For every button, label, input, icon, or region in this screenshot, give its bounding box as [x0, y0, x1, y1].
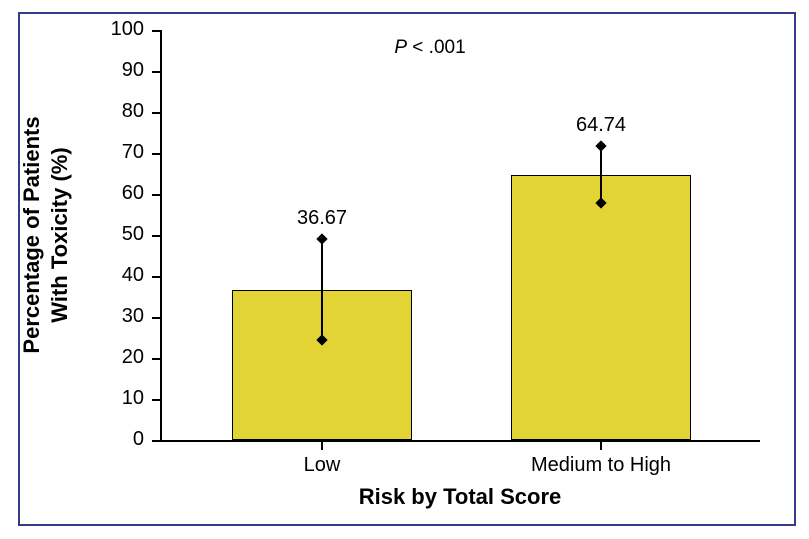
- y-axis: [160, 30, 162, 440]
- y-tick-label: 30: [92, 305, 144, 328]
- p-value-symbol: P: [394, 37, 407, 58]
- y-tick: [152, 30, 160, 32]
- y-tick-label: 20: [92, 346, 144, 369]
- x-axis-label: Risk by Total Score: [160, 484, 760, 510]
- x-tick: [600, 442, 602, 450]
- y-tick-label: 90: [92, 59, 144, 82]
- y-tick-label: 60: [92, 182, 144, 205]
- y-tick: [152, 153, 160, 155]
- y-tick-label: 80: [92, 100, 144, 123]
- x-tick-label: Low: [192, 454, 452, 477]
- y-tick: [152, 194, 160, 196]
- y-tick-label: 10: [92, 387, 144, 410]
- y-tick-label: 40: [92, 264, 144, 287]
- x-axis: [160, 440, 760, 442]
- bar-value-label: 64.74: [541, 114, 661, 137]
- error-bar-line: [600, 146, 602, 203]
- x-tick-label: Medium to High: [471, 454, 731, 477]
- y-tick: [152, 71, 160, 73]
- p-value-text: < .001: [407, 37, 466, 58]
- x-tick: [321, 442, 323, 450]
- y-tick: [152, 112, 160, 114]
- y-tick: [152, 235, 160, 237]
- y-tick: [152, 358, 160, 360]
- y-tick-label: 0: [92, 428, 144, 451]
- y-tick: [152, 440, 160, 442]
- y-tick: [152, 399, 160, 401]
- error-bar-line: [321, 239, 323, 340]
- y-axis-label-line1: Percentage of Patients: [19, 30, 45, 440]
- p-value-annotation: P < .001: [350, 37, 510, 59]
- bar: [511, 175, 691, 440]
- y-tick-label: 50: [92, 223, 144, 246]
- y-tick: [152, 317, 160, 319]
- y-axis-label-line2: With Toxicity (%): [47, 30, 73, 440]
- bar-value-label: 36.67: [262, 207, 382, 230]
- y-tick-label: 100: [92, 18, 144, 41]
- y-tick: [152, 276, 160, 278]
- y-tick-label: 70: [92, 141, 144, 164]
